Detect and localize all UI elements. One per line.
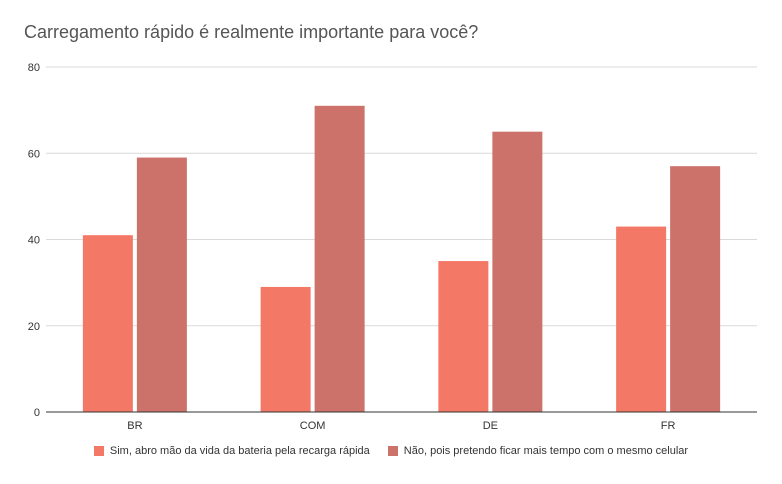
y-tick-label: 60 (28, 148, 40, 160)
legend-swatch-series-0 (93, 446, 104, 456)
legend-item-series-0[interactable]: Sim, abro mão da vida da bateria pela re… (93, 445, 370, 457)
x-tick-label-com: COM (300, 420, 326, 432)
legend-swatch-series-1 (387, 446, 398, 456)
legend-label-series-1: Não, pois pretendo ficar mais tempo com … (403, 445, 689, 457)
bar-com-series-0[interactable] (260, 286, 311, 412)
x-tick-label-br: BR (127, 420, 142, 432)
chart-title: Carregamento rápido é realmente importan… (24, 22, 479, 42)
bars (82, 105, 721, 412)
x-tick-label-de: DE (483, 420, 498, 432)
legend: Sim, abro mão da vida da bateria pela re… (0, 445, 782, 457)
legend-item-series-1[interactable]: Não, pois pretendo ficar mais tempo com … (387, 445, 689, 457)
bar-br-series-0[interactable] (82, 235, 133, 412)
y-tick-label: 80 (28, 62, 40, 74)
x-tick-label-fr: FR (661, 420, 676, 432)
y-tick-label: 0 (34, 407, 40, 419)
legend-label-series-0: Sim, abro mão da vida da bateria pela re… (109, 445, 370, 457)
bar-de-series-1[interactable] (492, 131, 543, 412)
bar-com-series-1[interactable] (314, 105, 365, 412)
y-axis-tick-labels: 0 20 40 60 80 (28, 62, 40, 419)
bar-br-series-1[interactable] (136, 157, 187, 412)
bar-fr-series-1[interactable] (670, 166, 721, 412)
y-tick-label: 20 (28, 321, 40, 333)
y-tick-label: 40 (28, 235, 40, 247)
bar-fr-series-0[interactable] (616, 226, 667, 412)
x-axis-tick-labels: BR COM DE FR (127, 420, 675, 432)
bar-de-series-0[interactable] (438, 261, 489, 412)
